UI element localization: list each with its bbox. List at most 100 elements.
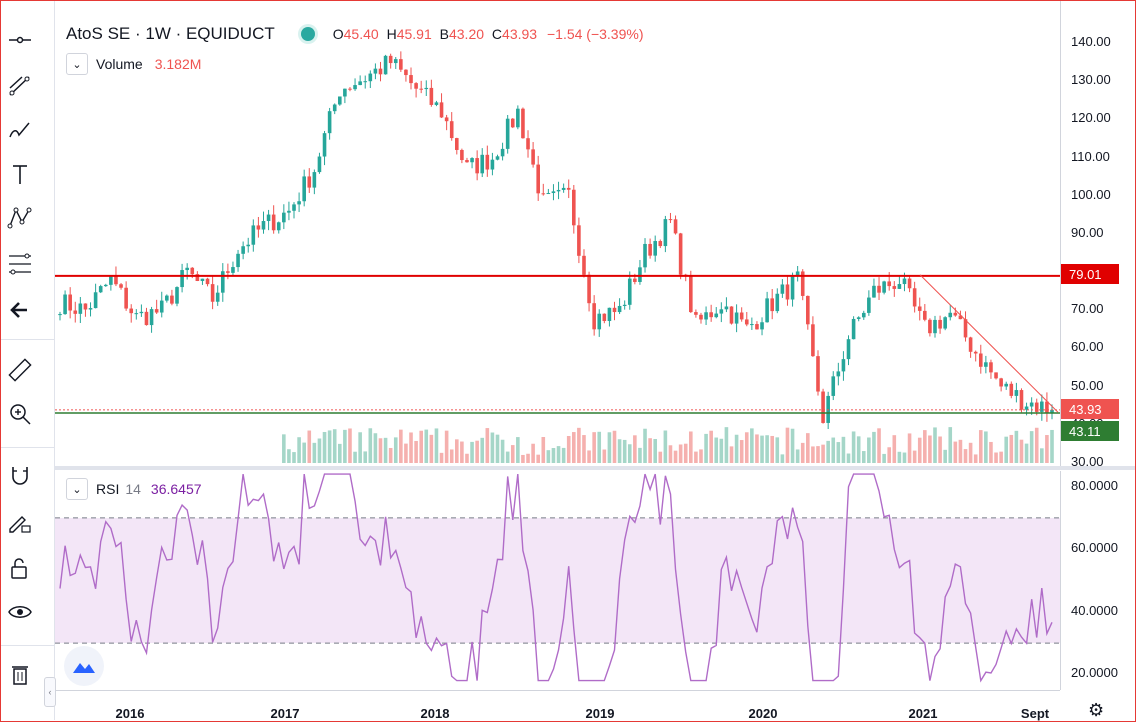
pane-separator[interactable] xyxy=(55,466,1135,470)
trend-line-icon[interactable] xyxy=(5,71,35,101)
rsi-label[interactable]: RSI xyxy=(96,481,120,497)
symbol-title[interactable]: AtoS SE · 1W · EQUIDUCT xyxy=(66,24,275,43)
candle-body xyxy=(470,158,474,163)
trash-icon[interactable] xyxy=(5,659,35,689)
chevron-down-icon[interactable]: ⌄ xyxy=(66,53,88,75)
volume-bar xyxy=(811,446,815,463)
volume-bar xyxy=(617,439,622,463)
gear-icon[interactable]: ⚙ xyxy=(1088,700,1105,720)
candle-body xyxy=(510,118,515,128)
volume-bar xyxy=(429,434,434,463)
candle-body xyxy=(668,219,673,221)
fib-retracement-icon[interactable] xyxy=(5,249,35,279)
candle-body xyxy=(739,312,744,320)
candle-body xyxy=(109,275,113,285)
volume-bar xyxy=(312,442,317,463)
volume-bar xyxy=(948,427,953,463)
candle-body xyxy=(210,284,215,302)
volume-label[interactable]: Volume xyxy=(96,56,143,72)
time-tick-label: 2016 xyxy=(115,706,145,721)
volume-bar xyxy=(821,444,825,463)
candle-body xyxy=(526,138,530,150)
volume-bar xyxy=(882,453,886,463)
volume-bar xyxy=(1004,436,1009,463)
candle-body xyxy=(867,297,871,313)
candle-body xyxy=(215,292,220,302)
change-value: −1.54 (−3.39%) xyxy=(546,26,644,42)
candle-body xyxy=(159,300,164,313)
back-arrow-icon[interactable] xyxy=(5,295,35,325)
candle-body xyxy=(439,102,444,118)
volume-bar xyxy=(612,430,617,463)
candle-body xyxy=(231,267,235,273)
price-tick-label: 70.00 xyxy=(1071,301,1104,317)
candle-body xyxy=(963,319,968,338)
candle-body xyxy=(587,274,591,304)
toolbar-collapse-button[interactable]: ‹ xyxy=(44,677,56,707)
volume-bar xyxy=(297,437,301,463)
text-icon[interactable] xyxy=(5,159,35,189)
eye-icon[interactable] xyxy=(5,597,35,627)
ruler-icon[interactable] xyxy=(5,355,35,385)
rsi-tick-label: 40.0000 xyxy=(1071,602,1118,618)
candle-body xyxy=(495,156,500,160)
volume-bar xyxy=(353,451,357,463)
candle-body xyxy=(460,149,464,161)
candle-body xyxy=(1019,390,1024,410)
volume-bar xyxy=(770,435,775,463)
crosshair-icon[interactable] xyxy=(5,25,35,55)
candle-body xyxy=(938,319,942,329)
volume-bar xyxy=(1024,443,1029,463)
candle-body xyxy=(795,271,800,276)
volume-bar xyxy=(337,443,342,463)
rsi-axis[interactable]: 80.0000 60.0000 40.0000 20.0000 xyxy=(1060,471,1135,690)
candle-body xyxy=(933,319,937,334)
candle-body xyxy=(180,270,184,288)
tradingview-logo[interactable] xyxy=(64,646,104,686)
candle-body xyxy=(841,359,846,372)
candle-body xyxy=(653,241,657,256)
chevron-down-icon[interactable]: ⌄ xyxy=(66,478,88,500)
volume-bar xyxy=(414,440,418,463)
volume-bar xyxy=(658,451,663,463)
magnet-icon[interactable] xyxy=(5,461,35,491)
time-axis[interactable]: 2016 2017 2018 2019 2020 2021 Sept xyxy=(55,690,1060,721)
candle-body xyxy=(627,278,632,305)
candle-body xyxy=(149,309,154,326)
price-tick-label: 100.00 xyxy=(1071,186,1111,202)
support-price-tag: 43.11 xyxy=(1061,421,1119,441)
volume-bar xyxy=(587,450,591,463)
volume-bar xyxy=(419,430,423,463)
rsi-pane[interactable] xyxy=(55,471,1060,690)
candle-body xyxy=(1014,390,1019,396)
candle-body xyxy=(1009,383,1014,396)
volume-bar xyxy=(678,444,683,463)
volume-bar xyxy=(831,437,836,463)
volume-bar xyxy=(378,438,383,463)
volume-bar xyxy=(785,427,790,463)
volume-bar xyxy=(363,451,368,463)
ohlc-values: O45.40 H45.91 B43.20 C43.93 −1.54 (−3.39… xyxy=(332,26,644,42)
candle-body xyxy=(383,55,388,75)
volume-bar xyxy=(938,436,942,463)
lock-drawing-icon[interactable] xyxy=(5,507,35,537)
time-tick-label: 2019 xyxy=(585,706,615,721)
price-tick-label: 130.00 xyxy=(1071,72,1111,88)
volume-bar xyxy=(760,435,764,463)
volume-bar xyxy=(307,430,312,463)
price-pane[interactable] xyxy=(55,1,1060,466)
pattern-icon[interactable] xyxy=(5,203,35,233)
candle-body xyxy=(312,172,317,188)
zoom-in-icon[interactable] xyxy=(5,399,35,429)
brush-icon[interactable] xyxy=(5,115,35,145)
unlock-icon[interactable] xyxy=(5,553,35,583)
price-axis[interactable]: 140.00130.00120.00110.00100.0090.0080.00… xyxy=(1060,1,1135,469)
candle-body xyxy=(709,312,713,318)
candle-body xyxy=(58,314,62,316)
candle-body xyxy=(241,246,245,254)
candle-body xyxy=(861,312,866,318)
candle-body xyxy=(978,353,983,367)
volume-bar xyxy=(282,434,286,463)
rsi-line xyxy=(59,473,1053,683)
candle-body xyxy=(566,187,571,190)
